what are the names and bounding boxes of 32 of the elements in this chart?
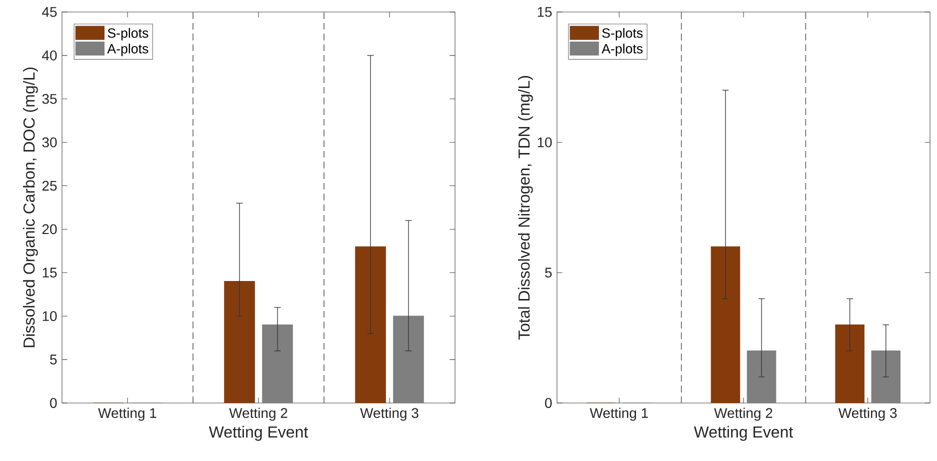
x-axis-title: Wetting Event bbox=[208, 426, 308, 441]
y-tick-label: 25 bbox=[42, 180, 57, 191]
bar bbox=[224, 281, 255, 403]
x-tick-label: Wetting 1 bbox=[590, 408, 648, 421]
bar bbox=[835, 324, 864, 403]
y-tick-label: 10 bbox=[42, 311, 57, 322]
y-tick-label: 15 bbox=[538, 7, 552, 17]
legend-label: S-plots bbox=[108, 28, 148, 40]
y-tick-label: 40 bbox=[42, 50, 57, 60]
y-axis-title: Dissolved Organic Carbon, DOC (mg/L) bbox=[22, 68, 38, 348]
y-tick-label: 30 bbox=[42, 137, 57, 148]
y-tick-label: 45 bbox=[42, 7, 57, 17]
y-tick-label: 10 bbox=[538, 137, 552, 148]
legend-label: A-plots bbox=[602, 44, 643, 56]
legend-label: A-plots bbox=[107, 44, 148, 56]
x-tick-label: Wetting 3 bbox=[360, 408, 418, 421]
legend-label: S-plots bbox=[602, 28, 643, 40]
y-tick-label: 5 bbox=[50, 354, 57, 364]
bar bbox=[710, 246, 740, 403]
y-tick-label: 0 bbox=[50, 398, 57, 408]
x-tick-label: Wetting 2 bbox=[714, 408, 772, 421]
y-tick-label: 20 bbox=[42, 224, 57, 234]
x-axis-title: Wetting Event bbox=[694, 426, 794, 441]
y-tick-label: 5 bbox=[545, 268, 552, 278]
x-tick-label: Wetting 2 bbox=[229, 408, 288, 421]
y-axis-title: Total Dissolved Nitrogen, TDN (mg/L) bbox=[518, 76, 533, 340]
y-tick-label: 15 bbox=[42, 268, 57, 278]
x-tick-label: Wetting 1 bbox=[98, 408, 156, 421]
y-tick-label: 35 bbox=[42, 94, 57, 104]
bar bbox=[355, 246, 386, 403]
x-tick-label: Wetting 3 bbox=[838, 408, 897, 421]
y-tick-label: 0 bbox=[545, 398, 552, 408]
